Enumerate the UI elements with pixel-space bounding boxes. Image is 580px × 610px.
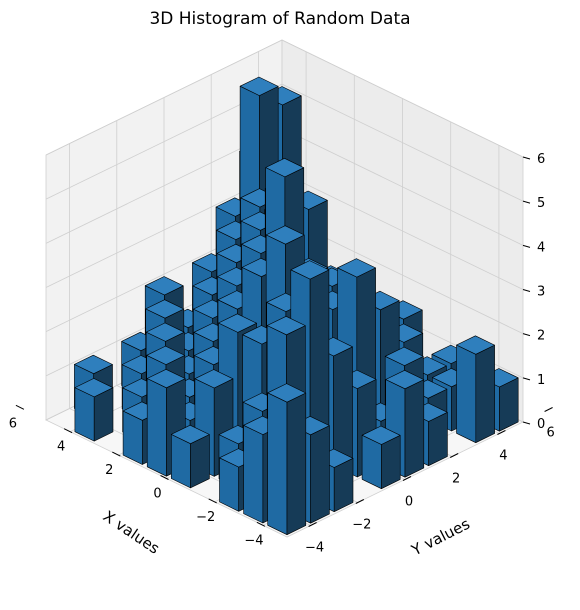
bar-front-right-face	[404, 379, 425, 478]
z-tick-mark	[522, 200, 531, 204]
x-tick-mark	[63, 428, 73, 434]
bar-top-face	[146, 368, 186, 389]
y-tick-mark	[544, 407, 553, 412]
bar-top-face	[266, 315, 306, 336]
wall-gridline-z	[281, 172, 524, 290]
z-tick-label: 4	[537, 240, 545, 255]
wall-gridline-z	[45, 39, 283, 156]
x-tick-label: 4	[57, 440, 65, 455]
bar-top-face	[194, 369, 234, 389]
x-tick-label: −4	[244, 533, 263, 548]
y-axis-label: Y values	[408, 515, 473, 560]
x-tick-label: −2	[196, 510, 215, 525]
z-tick-mark	[522, 421, 531, 425]
y-tick-mark	[355, 499, 365, 504]
x-tick-label: 0	[153, 487, 161, 502]
y-tick-label: 0	[405, 495, 413, 510]
z-tick-mark	[522, 377, 531, 381]
x-tick-mark	[160, 475, 169, 480]
x-tick-mark	[208, 498, 217, 504]
bar-top-face	[144, 276, 184, 296]
bar-top-face	[361, 425, 401, 445]
z-tick-label: 1	[537, 373, 545, 388]
bar-top-face	[239, 76, 279, 96]
bar-top-face	[74, 378, 114, 398]
y-tick-label: 2	[452, 472, 460, 487]
z-tick-label: 5	[537, 196, 545, 211]
x-tick-label: 2	[105, 463, 113, 478]
y-tick-mark	[497, 430, 506, 435]
z-tick-mark	[522, 244, 531, 248]
bar-top-face	[290, 260, 330, 280]
bar	[74, 378, 114, 442]
x-tick-mark	[256, 521, 266, 527]
y-tick-label: −2	[352, 518, 371, 533]
y-tick-mark	[308, 522, 317, 527]
z-tick-label: 2	[537, 329, 545, 344]
z-tick-label: 0	[537, 417, 545, 432]
y-tick-label: −4	[305, 541, 324, 556]
y-tick-mark	[402, 476, 412, 481]
bar-top-face	[218, 313, 257, 333]
bar-top-face	[145, 299, 185, 319]
bar-top-face	[456, 335, 495, 355]
y-tick-label: 6	[546, 426, 554, 441]
x-tick-mark	[15, 404, 25, 410]
wall-gridline-z	[281, 83, 524, 202]
bar-top-face	[385, 369, 425, 390]
bar-top-face	[146, 345, 186, 365]
bar-top-face	[265, 225, 305, 245]
z-tick-label: 6	[537, 152, 545, 167]
z-tick-mark	[522, 333, 531, 337]
y-tick-label: 4	[499, 449, 507, 464]
wall-gridline-z	[281, 39, 524, 158]
x-axis-label: X values	[100, 507, 163, 558]
z-tick-mark	[522, 156, 531, 160]
bar-front-right-face	[310, 425, 330, 524]
z-tick-label: 3	[537, 285, 545, 300]
bar-front-left-face	[267, 392, 288, 536]
bar-front-left-face	[243, 424, 264, 524]
bars	[74, 76, 519, 536]
x-tick-label: 6	[9, 416, 17, 431]
y-tick-mark	[449, 453, 459, 458]
chart-title: 3D Histogram of Random Data	[149, 9, 410, 29]
z-tick-mark	[522, 289, 531, 292]
bar-top-face	[74, 354, 113, 375]
bar-front-right-face	[286, 392, 307, 536]
wall-gridline-z	[281, 127, 524, 246]
bar-top-face	[384, 346, 424, 366]
bar	[171, 424, 210, 489]
bar	[456, 335, 495, 444]
bar-front-right-face	[475, 344, 495, 444]
bar-top-face	[337, 258, 376, 278]
bar-front-left-face	[146, 378, 167, 477]
bar-top-face	[265, 158, 305, 178]
x-tick-mark	[112, 451, 121, 457]
bar	[361, 425, 401, 490]
bar	[267, 383, 307, 536]
bar-top-face	[267, 383, 307, 403]
bar-top-face	[145, 322, 185, 342]
bar-top-face	[171, 424, 210, 445]
bar-front-left-face	[456, 344, 477, 444]
